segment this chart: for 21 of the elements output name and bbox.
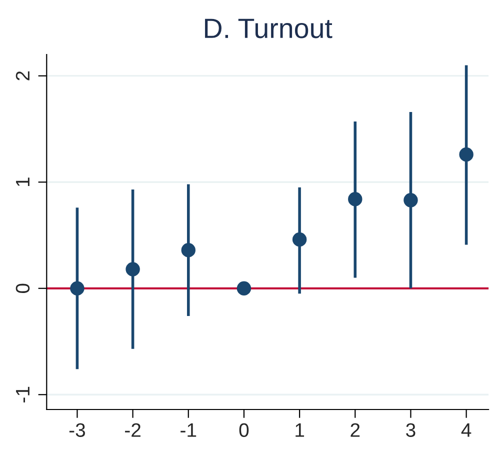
x-tick-label: 3 bbox=[406, 423, 416, 437]
y-tick-label: 1 bbox=[16, 178, 30, 186]
x-tick-label: -3 bbox=[69, 423, 86, 437]
chart-title: D. Turnout bbox=[205, 18, 332, 38]
point bbox=[181, 242, 196, 258]
y-tick-label: 2 bbox=[16, 71, 30, 80]
point bbox=[348, 192, 362, 206]
y-tick-label: -1 bbox=[16, 386, 30, 402]
point bbox=[404, 193, 418, 208]
point bbox=[126, 262, 140, 276]
point bbox=[459, 147, 474, 162]
x-tick-label: -2 bbox=[125, 423, 140, 437]
x-tick-label: -1 bbox=[180, 423, 196, 437]
x-tick-label: 1 bbox=[296, 423, 304, 437]
point bbox=[292, 232, 307, 247]
y-tick-label: 0 bbox=[16, 284, 30, 294]
point bbox=[236, 281, 252, 296]
x-tick-label: 2 bbox=[350, 423, 360, 437]
point bbox=[70, 281, 84, 296]
x-tick-label: 0 bbox=[239, 423, 249, 437]
x-tick-label: 4 bbox=[461, 423, 472, 437]
